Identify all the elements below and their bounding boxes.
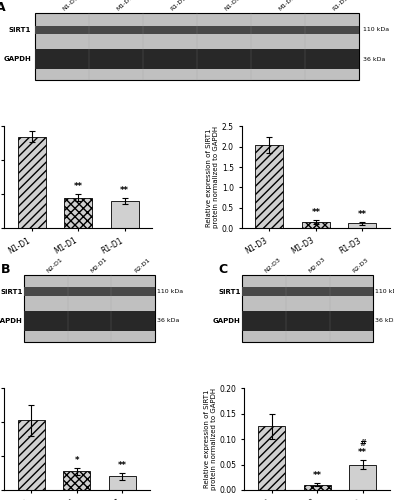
Text: N2-D3: N2-D3 (264, 256, 282, 274)
Bar (349, 464, 376, 490)
Bar (24, 288, 155, 296)
Text: SIRT1: SIRT1 (218, 289, 241, 295)
Bar (258, 426, 285, 490)
Text: #: # (359, 440, 366, 448)
Text: R2-D1: R2-D1 (133, 256, 151, 274)
Bar (18, 136, 46, 228)
Bar (302, 222, 330, 228)
Text: SIRT1: SIRT1 (0, 289, 22, 295)
Text: R1-D3: R1-D3 (332, 0, 350, 12)
Text: **: ** (311, 208, 320, 218)
Text: **: ** (358, 448, 367, 458)
Text: SIRT1: SIRT1 (9, 27, 31, 33)
Text: **: ** (313, 472, 322, 480)
Text: R2-D3: R2-D3 (351, 256, 369, 274)
Bar (35, 13, 359, 80)
Text: 110 kDa: 110 kDa (375, 290, 394, 294)
Text: 110 kDa: 110 kDa (363, 28, 389, 32)
Bar (24, 274, 155, 342)
Text: 36 kDa: 36 kDa (363, 56, 385, 62)
Text: GAPDH: GAPDH (0, 318, 22, 324)
Bar (255, 144, 283, 228)
Bar (64, 198, 92, 228)
Text: 110 kDa: 110 kDa (157, 290, 183, 294)
Bar (35, 49, 359, 69)
Text: R1-D1: R1-D1 (170, 0, 188, 12)
Text: **: ** (358, 210, 367, 218)
Text: N2-D1: N2-D1 (46, 256, 64, 274)
Text: M1-D3: M1-D3 (278, 0, 297, 12)
Text: A: A (0, 2, 6, 15)
Bar (18, 420, 45, 490)
Text: **: ** (74, 182, 83, 191)
Text: B: B (0, 263, 10, 276)
Text: **: ** (120, 186, 129, 194)
Bar (242, 311, 373, 331)
Text: *: * (74, 456, 79, 465)
Text: M2-D3: M2-D3 (308, 256, 326, 274)
Bar (242, 288, 373, 296)
Text: N1-D1: N1-D1 (62, 0, 80, 12)
Text: C: C (219, 263, 228, 276)
Text: 36 kDa: 36 kDa (157, 318, 179, 324)
Bar (35, 26, 359, 35)
Y-axis label: Relative expression of SIRT1
protein normalized to GAPDH: Relative expression of SIRT1 protein nor… (206, 126, 219, 228)
Text: GAPDH: GAPDH (3, 56, 31, 62)
Text: N1-D3: N1-D3 (224, 0, 242, 12)
Bar (24, 311, 155, 331)
Bar (303, 485, 331, 490)
Bar (242, 274, 373, 342)
Text: GAPDH: GAPDH (213, 318, 241, 324)
Bar (109, 476, 136, 490)
Text: M2-D1: M2-D1 (89, 256, 108, 274)
Bar (348, 224, 376, 228)
Bar (111, 201, 139, 228)
Text: 36 kDa: 36 kDa (375, 318, 394, 324)
Bar (63, 472, 91, 490)
Text: **: ** (118, 461, 127, 470)
Y-axis label: Relative expression of SIRT1
protein normalized to GAPDH: Relative expression of SIRT1 protein nor… (204, 388, 217, 490)
Text: M1-D1: M1-D1 (116, 0, 134, 12)
